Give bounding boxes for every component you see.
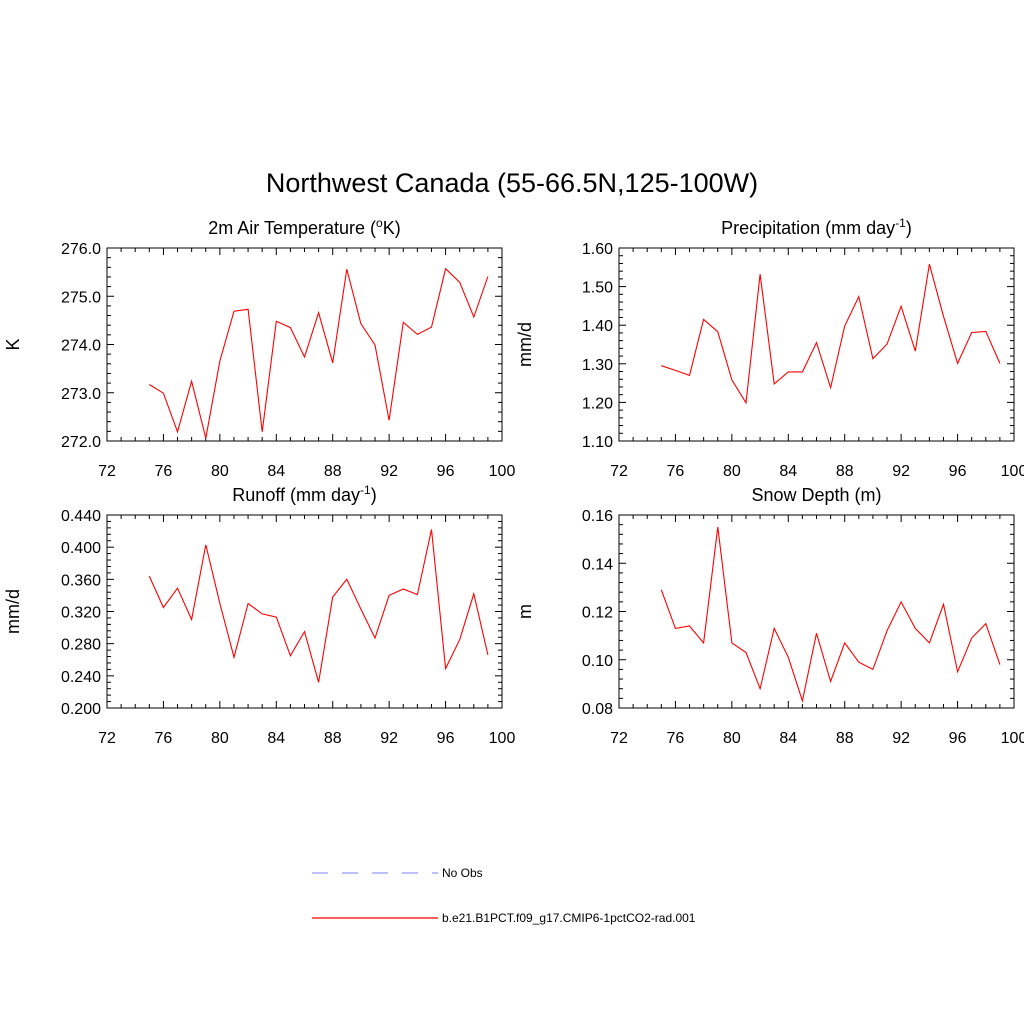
x-tick-label: 84 [779, 730, 797, 747]
panel-title-suffix: K) [383, 218, 401, 238]
panel-title-text: 2m Air Temperature ( [208, 218, 376, 238]
y-tick-label: 0.10 [582, 653, 613, 670]
y-tick-label: 0.280 [61, 637, 101, 654]
panel-precipitation: 72 76 80 84 88 92 96 100 1.10 1.20 1.30 1.40 1.50 1.6… [515, 216, 1024, 480]
x-tick-label: 80 [211, 463, 229, 480]
x-tick-label: 76 [667, 463, 685, 480]
x-tick-label: 84 [267, 463, 285, 480]
x-tick-label: 80 [723, 730, 741, 747]
x-tick-label: 92 [380, 730, 398, 747]
series-line-runoff [148, 529, 489, 683]
x-tick-label: 72 [610, 730, 628, 747]
x-tick-label: 92 [380, 463, 398, 480]
panel-title-text: Precipitation (mm day [721, 218, 895, 238]
x-tick-label: 76 [155, 730, 173, 747]
x-tick-label: 88 [324, 730, 342, 747]
y-tick-label: 276.0 [61, 241, 101, 258]
plot-frame-snow-depth [618, 514, 1015, 709]
x-tick-label: 72 [610, 463, 628, 480]
panel-air-temperature: 72 76 80 84 88 92 96 100 272.0 273.0 274.0 275.0 276… [3, 216, 515, 480]
y-tick-label: 272.0 [61, 434, 101, 451]
series-line-precipitation [661, 264, 1001, 405]
panel-snow-depth: 72 76 80 84 88 92 96 100 0.08 0.10 0.12 0.14 0.16 Sno… [515, 485, 1024, 747]
y-tick-label: 1.40 [582, 318, 613, 335]
panel-title-precipitation: Precipitation (mm day-1) [721, 216, 912, 238]
legend: No Obs b.e21.B1PCT.f09_g17.CMIP6-1pctCO2… [312, 866, 696, 925]
x-tick-label: 96 [437, 463, 455, 480]
panel-title-superscript: -1 [360, 483, 371, 497]
y-axis-label-snow-depth: m [515, 604, 535, 619]
y-axis-label-precipitation: mm/d [515, 322, 535, 367]
y-tick-label: 0.400 [61, 540, 101, 557]
plot-frame-air-temperature [106, 247, 503, 442]
x-tick-label: 84 [779, 463, 797, 480]
y-tick-label: 0.12 [582, 605, 613, 622]
panel-title-suffix: ) [906, 218, 912, 238]
y-tick-label: 275.0 [61, 289, 101, 306]
panel-title-text: Runoff (mm day [232, 485, 360, 505]
panel-title-suffix: ) [371, 485, 377, 505]
x-tick-label: 92 [892, 463, 910, 480]
legend-label-no-obs: No Obs [442, 866, 483, 880]
y-tick-label: 1.10 [582, 434, 613, 451]
y-tick-label: 0.200 [61, 701, 101, 718]
x-tick-label: 88 [836, 463, 854, 480]
x-tick-label: 96 [949, 730, 967, 747]
x-tick-label: 100 [1001, 463, 1024, 480]
y-tick-label: 0.440 [61, 508, 101, 525]
panel-title-runoff: Runoff (mm day-1) [232, 483, 376, 505]
plot-frame-precipitation [618, 247, 1015, 442]
series-line-snow-depth [660, 527, 1001, 703]
panel-title-superscript: o [376, 216, 383, 230]
x-tick-label: 76 [155, 463, 173, 480]
y-tick-label: 0.240 [61, 669, 101, 686]
y-tick-label: 0.320 [61, 605, 101, 622]
x-tick-label: 80 [723, 463, 741, 480]
x-tick-label: 100 [489, 463, 516, 480]
x-tick-label: 96 [437, 730, 455, 747]
panel-title-air-temperature: 2m Air Temperature (oK) [208, 216, 400, 238]
panel-runoff: 72 76 80 84 88 92 96 100 0.200 0.240 0.280 0.320 0.3… [3, 483, 515, 747]
x-tick-label: 100 [1001, 730, 1024, 747]
y-axis-label-air-temperature: K [3, 338, 23, 350]
panel-title-superscript: -1 [895, 216, 906, 230]
y-tick-label: 0.14 [582, 556, 613, 573]
panel-title-text: Snow Depth (m) [751, 485, 881, 505]
main-title: Northwest Canada (55-66.5N,125-100W) [266, 168, 758, 198]
plot-frame-runoff [106, 514, 503, 709]
series-line-air-temperature [149, 267, 489, 439]
panel-title-snow-depth: Snow Depth (m) [751, 485, 881, 505]
x-tick-label: 72 [98, 463, 116, 480]
x-tick-label: 76 [667, 730, 685, 747]
x-tick-label: 84 [267, 730, 285, 747]
y-tick-label: 273.0 [61, 386, 101, 403]
y-tick-label: 1.20 [582, 395, 613, 412]
x-tick-label: 96 [949, 463, 967, 480]
x-tick-label: 80 [211, 730, 229, 747]
y-tick-label: 0.16 [582, 508, 613, 525]
y-tick-label: 0.360 [61, 572, 101, 589]
y-axis-label-runoff: mm/d [3, 589, 23, 634]
y-tick-label: 1.30 [582, 357, 613, 374]
y-tick-label: 0.08 [582, 701, 613, 718]
x-tick-label: 100 [489, 730, 516, 747]
x-tick-label: 88 [324, 463, 342, 480]
x-tick-label: 92 [892, 730, 910, 747]
x-tick-label: 72 [98, 730, 116, 747]
legend-label-model-run: b.e21.B1PCT.f09_g17.CMIP6-1pctCO2-rad.00… [442, 911, 696, 925]
y-tick-label: 1.60 [582, 241, 613, 258]
y-tick-label: 274.0 [61, 338, 101, 355]
y-tick-label: 1.50 [582, 280, 613, 297]
x-tick-label: 88 [836, 730, 854, 747]
